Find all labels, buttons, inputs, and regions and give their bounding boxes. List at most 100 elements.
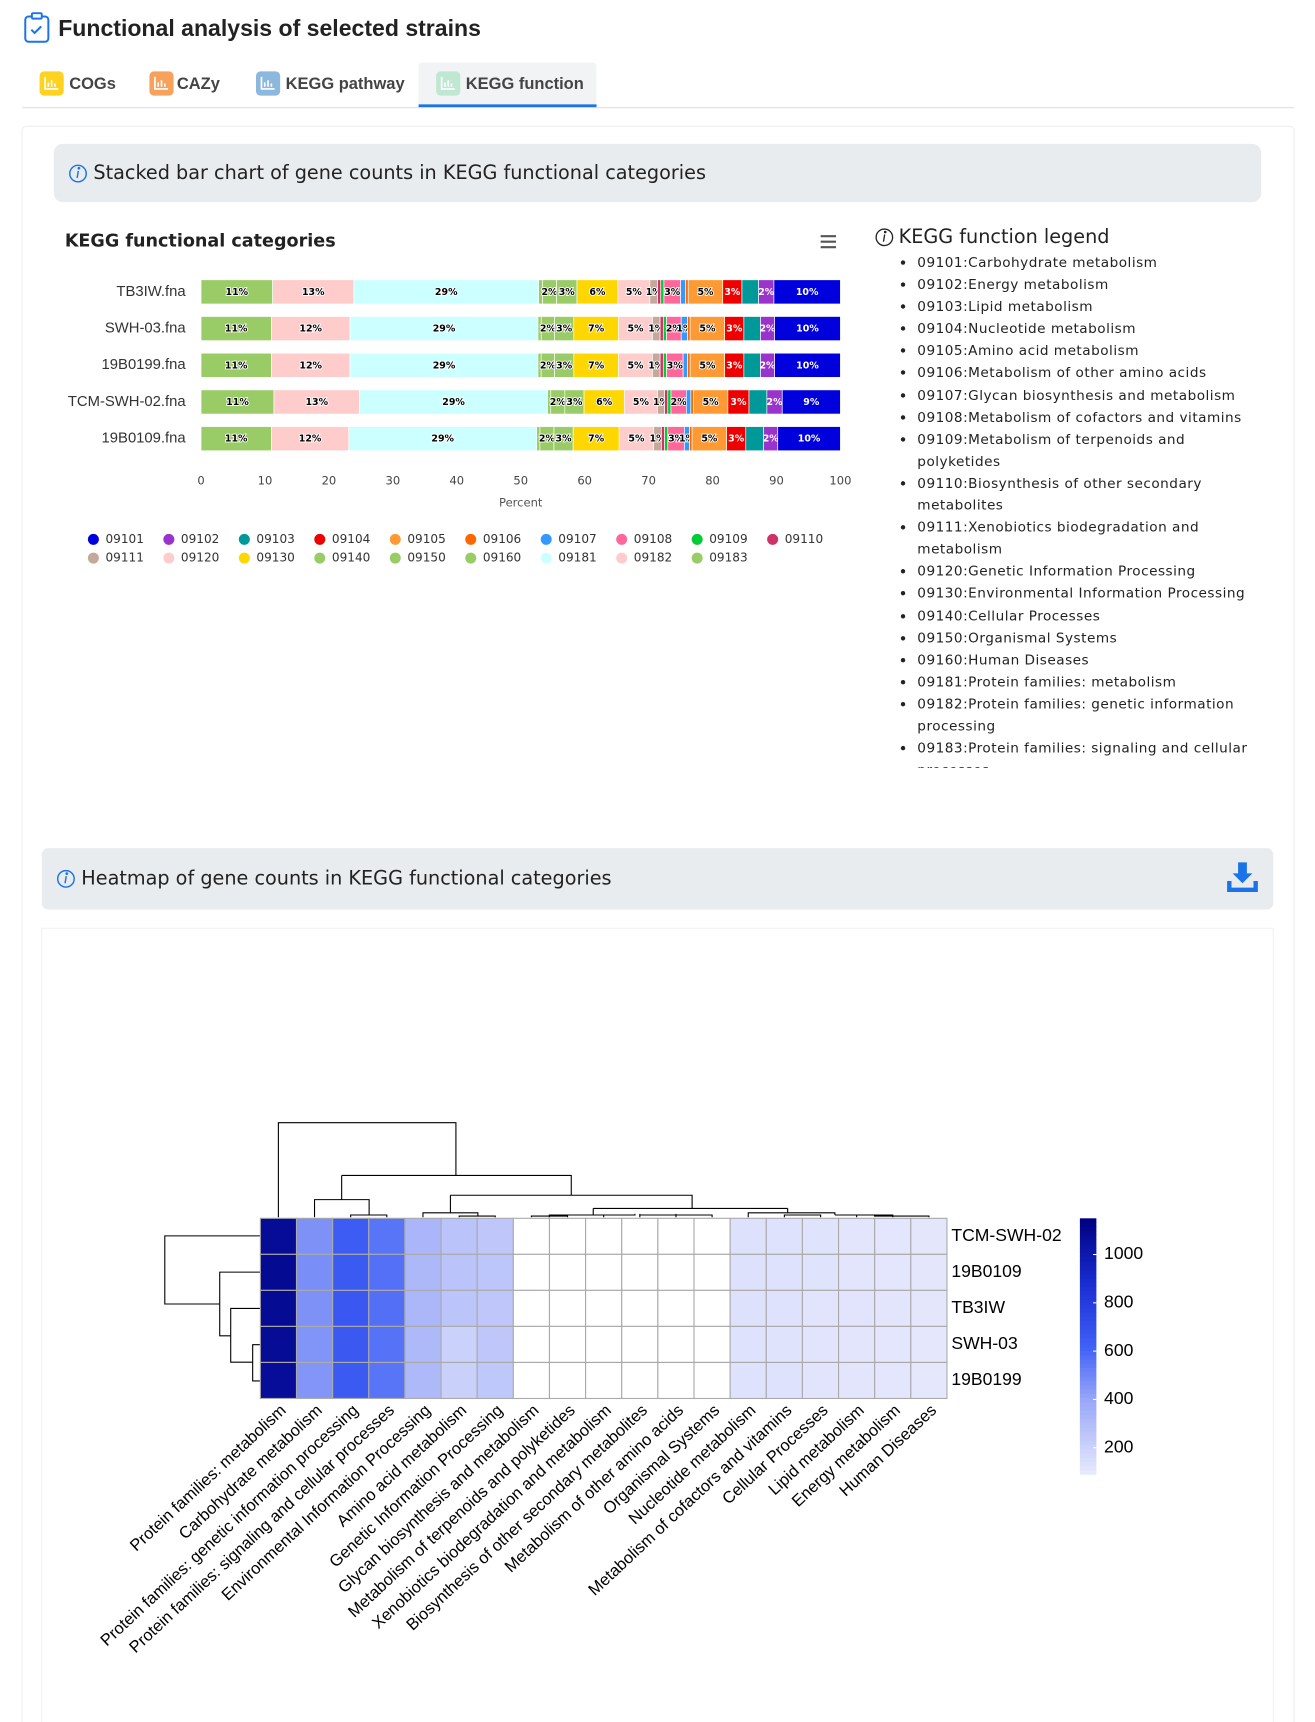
bar-segment [777, 426, 841, 452]
bar-segment [774, 352, 841, 378]
data-label: 9% [803, 397, 820, 408]
legend-item: 09120:Genetic Information Processing [917, 561, 1266, 583]
heatmap-cell [295, 1289, 334, 1327]
bar-segment [617, 279, 651, 305]
data-label: 11% [225, 324, 248, 335]
heatmap-cell [368, 1325, 406, 1363]
legend-label: 09181 [558, 551, 596, 565]
download-button[interactable] [1227, 862, 1258, 893]
colorbar-slice [1079, 1457, 1097, 1462]
legend-item: 09106:Metabolism of other amino acids [917, 362, 1266, 384]
bar-segment [273, 389, 360, 415]
legend-marker [616, 552, 628, 564]
heatmap-cell [295, 1325, 334, 1363]
heatmap-cell [332, 1217, 370, 1255]
data-label: 3% [556, 324, 573, 335]
tab[interactable]: COGs [69, 75, 116, 93]
legend-label: 09150 [407, 551, 445, 565]
legend-marker [389, 533, 401, 545]
legend-label: 09108 [634, 532, 672, 546]
heatmap-cell [332, 1289, 370, 1327]
legend-marker [314, 552, 326, 564]
legend-item: 09140:Cellular Processes [917, 605, 1266, 627]
bar-segment [573, 316, 619, 341]
row-label: SWH-03 [951, 1333, 1017, 1353]
heatmap-cell [910, 1361, 948, 1400]
colorbar-slice [1079, 1393, 1097, 1398]
heatmap-cell [765, 1325, 803, 1363]
row-label: 19B0109 [951, 1261, 1021, 1281]
heatmap-cell [621, 1253, 659, 1291]
colorbar-slice [1079, 1423, 1097, 1428]
bar-segment [657, 279, 662, 305]
heatmap-cell [295, 1361, 334, 1400]
bar-segment [682, 352, 688, 378]
data-label: 10% [796, 324, 819, 335]
header-icon [24, 12, 50, 43]
x-tick-label: 20 [322, 474, 337, 488]
data-label: 13% [302, 287, 325, 298]
heatmap-cell [404, 1361, 442, 1400]
heatmap-cell [585, 1289, 623, 1327]
tab[interactable]: CAZy [177, 75, 221, 93]
heatmap-cell [332, 1325, 370, 1363]
heatmap-cell [621, 1217, 659, 1255]
colorbar-slice [1079, 1269, 1097, 1275]
heatmap-cell [801, 1361, 840, 1400]
colorbar-slice [1079, 1299, 1097, 1305]
heatmap-cell [874, 1325, 912, 1363]
data-label: 11% [226, 287, 249, 298]
legend-marker [87, 552, 99, 564]
heatmap-cell [440, 1361, 478, 1400]
heatmap-cell [295, 1217, 334, 1255]
data-label: 29% [433, 324, 456, 335]
colorbar-slice [1079, 1388, 1097, 1394]
legend-item: 09105:Amino acid metabolism [917, 340, 1266, 362]
data-label: 5% [699, 324, 716, 335]
tab[interactable]: KEGG pathway [286, 75, 406, 93]
heatmap-cell [259, 1253, 298, 1291]
legend-item: 09103:Lipid metabolism [917, 296, 1266, 318]
bar-segment [349, 316, 539, 341]
bar-segment [353, 279, 539, 305]
data-label: 2% [666, 324, 683, 335]
heatmap-cell [801, 1289, 840, 1327]
data-label: 3% [724, 287, 741, 298]
tab[interactable]: KEGG function [466, 75, 584, 93]
heatmap-cell [874, 1289, 912, 1327]
legend-marker [691, 533, 703, 545]
colorbar-slice [1079, 1316, 1097, 1322]
data-label: 2% [550, 397, 567, 408]
colorbar-slice [1079, 1465, 1097, 1471]
colorbar-slice [1079, 1371, 1097, 1377]
bar-segment [272, 279, 355, 305]
data-label: 11% [225, 434, 248, 445]
heatmap-cell [693, 1217, 731, 1255]
legend-item: 09183:Protein families: signaling and ce… [917, 737, 1266, 767]
heatmap-cell [874, 1361, 912, 1400]
bar-segment [576, 279, 619, 305]
heatmap-cell [657, 1253, 695, 1291]
heatmap-cell [621, 1325, 659, 1363]
colorbar-slice [1079, 1397, 1097, 1403]
heatmap-cell [548, 1289, 587, 1327]
legend-marker [767, 533, 779, 545]
heatmap-cell [404, 1217, 442, 1255]
heatmap-cell [368, 1361, 406, 1400]
legend-item: 09160:Human Diseases [917, 649, 1266, 671]
colorbar-slice [1079, 1363, 1097, 1369]
legend-panel: 09101:Carbohydrate metabolism09102:Energ… [873, 252, 1290, 768]
y-tick-label: TCM-SWH-02.fna [68, 394, 187, 410]
section-header [53, 143, 1262, 203]
x-tick-label: 70 [641, 474, 656, 488]
bar-segment [618, 426, 655, 452]
chart-menu[interactable] [820, 235, 837, 249]
heatmap-cell [693, 1361, 731, 1400]
heatmap-cell [512, 1217, 551, 1255]
heatmap-cell [765, 1289, 803, 1327]
bar-segment [685, 389, 692, 415]
data-label: 11% [226, 397, 249, 408]
x-axis-title: Percent [499, 496, 543, 510]
data-label: 5% [628, 434, 645, 445]
